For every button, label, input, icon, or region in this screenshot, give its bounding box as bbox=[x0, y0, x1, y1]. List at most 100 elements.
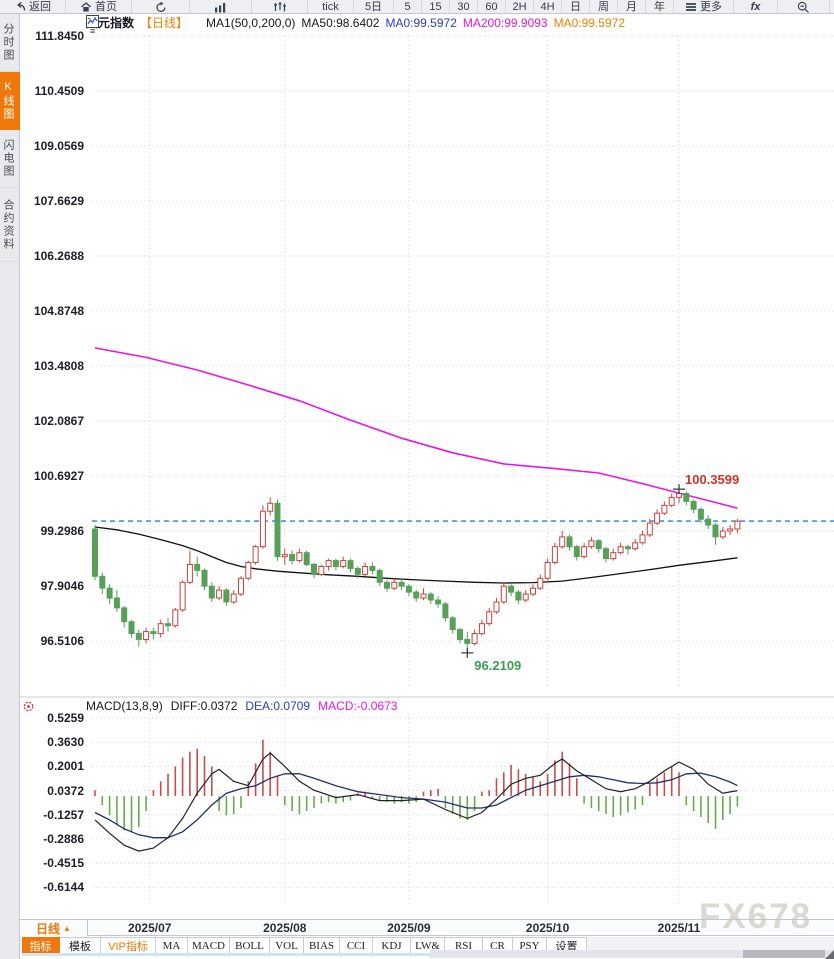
low-price-label: 96.2109 bbox=[474, 657, 522, 673]
x-axis-date-label: 2025/09 bbox=[387, 921, 431, 935]
main-y-tick: 107.6629 bbox=[33, 194, 84, 208]
chart-menu-icon[interactable]: ≡ bbox=[90, 26, 96, 36]
period-label: 【日线】 bbox=[140, 16, 189, 30]
period-selector-label: 日线 bbox=[36, 921, 61, 936]
toolbar-button-back[interactable]: 返回 bbox=[0, 0, 66, 14]
toolbar-button-label: 日 bbox=[570, 1, 581, 13]
toolbar-button-period-month[interactable]: 月 bbox=[618, 0, 646, 14]
indicator-tab-lw[interactable]: LW& bbox=[411, 937, 445, 953]
toolbar-button-fx[interactable]: fx bbox=[734, 0, 778, 14]
toolbar-button-label: 5 bbox=[404, 1, 411, 13]
macd-diff-value: DIFF:0.0372 bbox=[170, 699, 238, 713]
toolbar-button-bar-chart[interactable] bbox=[190, 0, 252, 14]
sidebar-tab-3[interactable]: 闪电图 bbox=[0, 130, 20, 188]
ohlc-bars-icon bbox=[273, 1, 287, 13]
ma50-value: MA50:98.6402 bbox=[301, 15, 380, 30]
toolbar-button-zoom-out[interactable] bbox=[778, 0, 830, 14]
toolbar-button-label: 周 bbox=[598, 1, 609, 13]
toolbar-button-period-week[interactable]: 周 bbox=[590, 0, 618, 14]
ma0-orange-value: MA0:99.5972 bbox=[553, 15, 625, 30]
toolbar-button-period-15[interactable]: 15 bbox=[422, 0, 450, 14]
indicator-tab-macd[interactable]: MACD bbox=[188, 937, 230, 953]
sidebar-tab-4[interactable]: 合约资料 bbox=[0, 188, 20, 262]
toolbar-button-label: 更多 bbox=[700, 1, 722, 13]
toolbar-button-label: 返回 bbox=[29, 1, 51, 13]
macd-y-tick: 0.5259 bbox=[47, 711, 84, 725]
resize-grip-icon[interactable] bbox=[825, 950, 834, 959]
toolbar-button-period-2h[interactable]: 2H bbox=[506, 0, 534, 14]
toolbar-button-label: 5日 bbox=[364, 1, 383, 13]
toolbar-button-refresh[interactable] bbox=[132, 0, 190, 14]
macd-y-tick: 0.2001 bbox=[47, 759, 84, 774]
toolbar-button-period-30[interactable]: 30 bbox=[450, 0, 478, 14]
toolbar-button-tick[interactable]: tick bbox=[308, 0, 354, 14]
toolbar-button-label: tick bbox=[322, 1, 339, 13]
indicator-tab-boll[interactable]: BOLL bbox=[230, 937, 270, 953]
toolbar-button-period-4h[interactable]: 4H bbox=[534, 0, 562, 14]
x-axis-row: 日线 ▲ 2025/07 2025/08 2025/09 2025/10 2025/11 bbox=[20, 919, 834, 936]
indicator-toolbar: 指标 模板 VIP指标 MA MACD BOLL VOL BIAS CCI KDJ LW& RSI CR… bbox=[20, 937, 834, 953]
zoom-out-icon bbox=[797, 1, 810, 14]
toolbar-button-more[interactable]: 更多 bbox=[674, 0, 734, 14]
macd-dea-value: DEA:0.0709 bbox=[245, 699, 311, 713]
main-y-tick: 99.2986 bbox=[40, 524, 84, 538]
back-icon bbox=[14, 1, 26, 13]
indicator-tab-vol[interactable]: VOL bbox=[270, 937, 304, 953]
indicator-tab-[interactable]: 设置 bbox=[547, 937, 587, 953]
indicator-tab-kdj[interactable]: KDJ bbox=[373, 937, 411, 953]
macd-title: MACD(13,8,9) DIFF:0.0372 DEA:0.0709 MACD… bbox=[86, 699, 397, 713]
indicator-tab-vip[interactable]: VIP指标 bbox=[101, 937, 156, 953]
macd-y-tick: -0.4515 bbox=[43, 856, 84, 871]
horizontal-scrollbar[interactable] bbox=[430, 950, 834, 959]
indicator-tab-rsi[interactable]: RSI bbox=[445, 937, 483, 953]
ma-params: MA1(50,0,200,0) bbox=[206, 15, 296, 30]
indicator-tab-ma[interactable]: MA bbox=[156, 937, 188, 953]
chart-area[interactable]: 美元指数 【日线】 MA1(50,0,200,0) MA50:98.6402 MA… bbox=[20, 14, 834, 919]
indicator-tab-bias[interactable]: BIAS bbox=[304, 937, 340, 953]
toolbar-button-label: fx bbox=[750, 1, 761, 13]
toolbar-button-label: 60 bbox=[485, 1, 498, 13]
top-toolbar: 返回 首页 tick 5日 5 15 30 60 2H 4H 日 周 月 年 更多 fx bbox=[0, 0, 834, 14]
toolbar-button-label: 30 bbox=[457, 1, 470, 13]
sidebar-tab-2[interactable]: K线图 bbox=[0, 72, 20, 130]
indicator-tab-[interactable]: 模板 bbox=[60, 937, 101, 953]
sidebar-tab-1[interactable]: 分时图 bbox=[0, 14, 20, 72]
main-y-tick: 103.4808 bbox=[33, 359, 84, 373]
ma0-blue-value: MA0:99.5972 bbox=[385, 15, 457, 30]
bar-chart-icon bbox=[214, 1, 227, 13]
period-selector[interactable]: 日线 ▲ bbox=[20, 920, 88, 936]
indicator-tab-[interactable]: 指标 bbox=[22, 937, 60, 953]
refresh-icon bbox=[155, 1, 167, 13]
main-y-tick: 96.5106 bbox=[40, 634, 84, 648]
macd-value: MACD:-0.0673 bbox=[318, 699, 398, 713]
main-y-tick: 102.0867 bbox=[33, 414, 84, 428]
ma200-value: MA200:99.9093 bbox=[462, 15, 548, 30]
toolbar-button-period-day[interactable]: 日 bbox=[562, 0, 590, 14]
main-y-tick: 111.8450 bbox=[35, 29, 84, 43]
scrollbar-handle[interactable] bbox=[743, 950, 825, 958]
home-icon bbox=[80, 1, 92, 13]
x-axis-date-label: 2025/10 bbox=[525, 921, 570, 935]
chart-title: 美元指数 【日线】 MA1(50,0,200,0) MA50:98.6402 MA… bbox=[86, 15, 625, 30]
menu-icon bbox=[685, 2, 697, 12]
candlestick-macd-plot[interactable] bbox=[20, 14, 834, 919]
toolbar-button-label: 15 bbox=[429, 1, 442, 13]
toolbar-button-period-5d[interactable]: 5日 bbox=[354, 0, 394, 14]
toolbar-button-period-year[interactable]: 年 bbox=[646, 0, 674, 14]
toolbar-button-label: 4H bbox=[540, 1, 555, 13]
toolbar-button-ohlc[interactable] bbox=[252, 0, 308, 14]
x-axis-date-label: 2025/08 bbox=[263, 921, 307, 935]
macd-y-tick: -0.1257 bbox=[43, 807, 84, 822]
bottom-highlight-strip bbox=[22, 953, 430, 956]
main-y-tick: 109.0569 bbox=[33, 139, 84, 153]
toolbar-button-label: 2H bbox=[512, 1, 527, 13]
main-y-tick: 110.4509 bbox=[34, 84, 84, 98]
toolbar-button-period-60[interactable]: 60 bbox=[478, 0, 506, 14]
toolbar-button-home[interactable]: 首页 bbox=[66, 0, 132, 14]
high-price-label: 100.3599 bbox=[685, 472, 740, 488]
indicator-tab-cci[interactable]: CCI bbox=[340, 937, 373, 953]
toolbar-button-period-5[interactable]: 5 bbox=[394, 0, 422, 14]
indicator-tab-psy[interactable]: PSY bbox=[513, 937, 547, 953]
indicator-tab-cr[interactable]: CR bbox=[483, 937, 513, 953]
main-y-tick: 97.9046 bbox=[40, 579, 84, 593]
